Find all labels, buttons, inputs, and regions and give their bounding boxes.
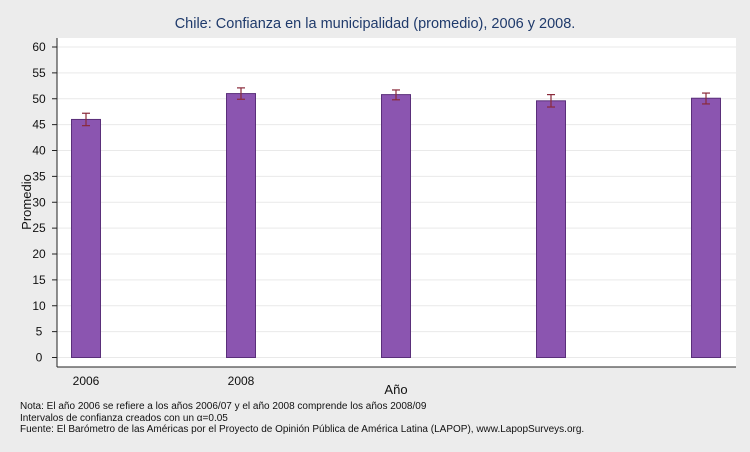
y-tick-label: 50 [32,92,46,106]
y-axis-title: Promedio [19,174,34,230]
y-tick-label: 45 [32,118,46,132]
bar [226,93,256,358]
y-tick-label: 60 [32,40,46,54]
bar [71,118,101,358]
note-line-2: Intervalos de confianza creados con un α… [20,412,228,424]
y-tick-label: 20 [32,247,46,261]
y-tick-label: 55 [32,66,46,80]
y-tick-label: 35 [32,169,46,183]
y-tick-label: 0 [36,351,43,365]
notes: Nota: El año 2006 se refiere a los años … [20,401,584,436]
bar [381,94,411,359]
note-line-1: Nota: El año 2006 se refiere a los años … [20,401,427,412]
y-tick-label: 25 [32,221,46,235]
x-tick-label: 2008 [228,374,255,388]
y-tick-label: 5 [36,325,43,339]
y-tick-label: 15 [32,273,46,287]
chart-title: Chile: Confianza en la municipalidad (pr… [174,16,576,32]
y-tick-label: 30 [32,195,46,209]
x-axis-title: Año [384,382,407,397]
note-line-3: Fuente: El Barómetro de las Américas por… [20,424,585,435]
x-tick-label: 2006 [73,374,100,388]
chart-svg: 0 5 10 15 20 25 30 35 40 45 50 55 60 2006 2008 Año Prome… [19,38,736,397]
bar [691,97,721,358]
y-tick-label: 10 [32,299,46,313]
y-tick-label: 40 [32,144,46,158]
bar [536,100,566,358]
